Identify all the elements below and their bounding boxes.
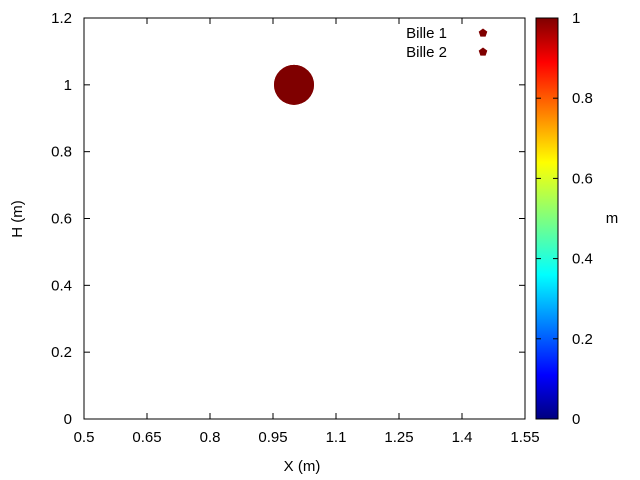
y-tick-label: 0.8: [51, 144, 72, 161]
y-tick-label: 1: [64, 77, 72, 94]
colorbar-tick-label: 0.4: [572, 251, 593, 268]
legend-label-bille-1: Bille 1: [406, 25, 447, 42]
legend-marker-1: [478, 28, 488, 37]
legend-label-bille-2: Bille 2: [406, 44, 447, 61]
x-tick-label: 1.55: [510, 429, 539, 446]
y-tick-label: 0.6: [51, 211, 72, 228]
x-tick-label: 1.25: [384, 429, 413, 446]
colorbar: 0 0.2 0.4 0.6 0.8 1 m: [535, 10, 619, 428]
data-points: [274, 64, 314, 105]
x-axis-label: X (m): [284, 458, 321, 475]
x-tick-label: 0.65: [132, 429, 161, 446]
legend: Bille 1 Bille 2: [406, 25, 488, 61]
data-point-2: [274, 64, 314, 105]
x-tick-label: 1.1: [326, 429, 347, 446]
colorbar-label: m: [606, 210, 619, 227]
x-tick-label: 0.8: [200, 429, 221, 446]
x-tick-label: 1.4: [452, 429, 473, 446]
legend-marker-2: [478, 47, 488, 56]
colorbar-tick-label: 1: [572, 10, 580, 27]
y-tick-label: 0.4: [51, 277, 72, 294]
y-tick-label: 0.2: [51, 344, 72, 361]
colorbar-tick-label: 0.8: [572, 90, 593, 107]
colorbar-tick-label: 0.6: [572, 170, 593, 187]
y-axis: 0 0.2 0.4 0.6 0.8 1 1.2: [51, 10, 525, 428]
x-tick-label: 0.5: [74, 429, 95, 446]
y-tick-label: 0: [64, 411, 72, 428]
x-tick-label: 0.95: [258, 429, 287, 446]
colorbar-tick-label: 0.2: [572, 331, 593, 348]
x-axis: 0.5 0.65 0.8 0.95 1.1 1.25 1.4 1.55: [74, 18, 540, 446]
y-axis-label: H (m): [9, 200, 26, 238]
y-tick-label: 1.2: [51, 10, 72, 27]
colorbar-gradient: [535, 17, 559, 420]
colorbar-tick-label: 0: [572, 411, 580, 428]
